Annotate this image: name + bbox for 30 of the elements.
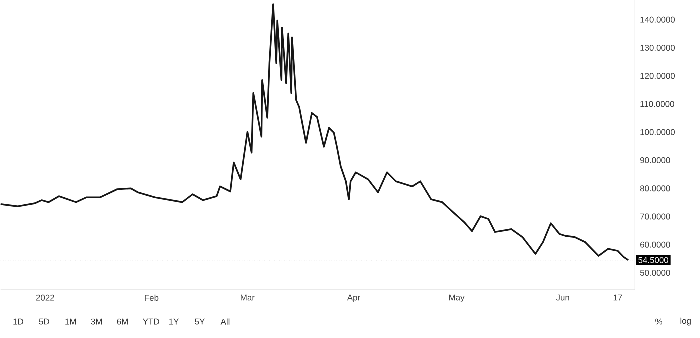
y-tick-label: 140.0000 bbox=[640, 17, 676, 23]
text: % bbox=[656, 318, 662, 325]
y-tick-label: 80.0000 bbox=[640, 186, 670, 192]
text: 1Y bbox=[169, 319, 180, 325]
y-tick-label: 100.0000 bbox=[640, 129, 676, 136]
y-tick-label: 90.0000 bbox=[640, 158, 670, 164]
text: 5D bbox=[39, 318, 50, 325]
text: 1M bbox=[66, 319, 76, 325]
x-tick-label: Mar bbox=[241, 294, 255, 301]
x-tick-label: Apr bbox=[347, 294, 360, 303]
text: 1D bbox=[14, 319, 24, 325]
ref-line-label: 54.5000 bbox=[638, 257, 669, 264]
line-series bbox=[0, 4, 630, 262]
text: 6M bbox=[117, 318, 128, 325]
y-tick-label: 60.0000 bbox=[640, 242, 670, 248]
x-tick-label: May bbox=[450, 294, 465, 303]
text: 5Y bbox=[195, 318, 205, 325]
y-tick-label: 120.0000 bbox=[640, 73, 676, 80]
y-tick-label: 70.0000 bbox=[640, 214, 670, 220]
x-tick-label: Feb bbox=[145, 294, 159, 302]
text: log bbox=[680, 318, 691, 326]
text: 3M bbox=[91, 318, 102, 325]
text: All bbox=[220, 318, 230, 325]
x-tick-label: 2022 bbox=[36, 294, 54, 301]
y-tick-label: 50.0000 bbox=[640, 270, 670, 276]
x-tick-label: 17 bbox=[614, 294, 622, 301]
x-tick-label: Jun bbox=[556, 294, 570, 301]
y-tick-label: 110.0000 bbox=[640, 101, 674, 108]
text: YTD bbox=[143, 319, 160, 325]
y-tick-label: 130.0000 bbox=[640, 45, 676, 52]
